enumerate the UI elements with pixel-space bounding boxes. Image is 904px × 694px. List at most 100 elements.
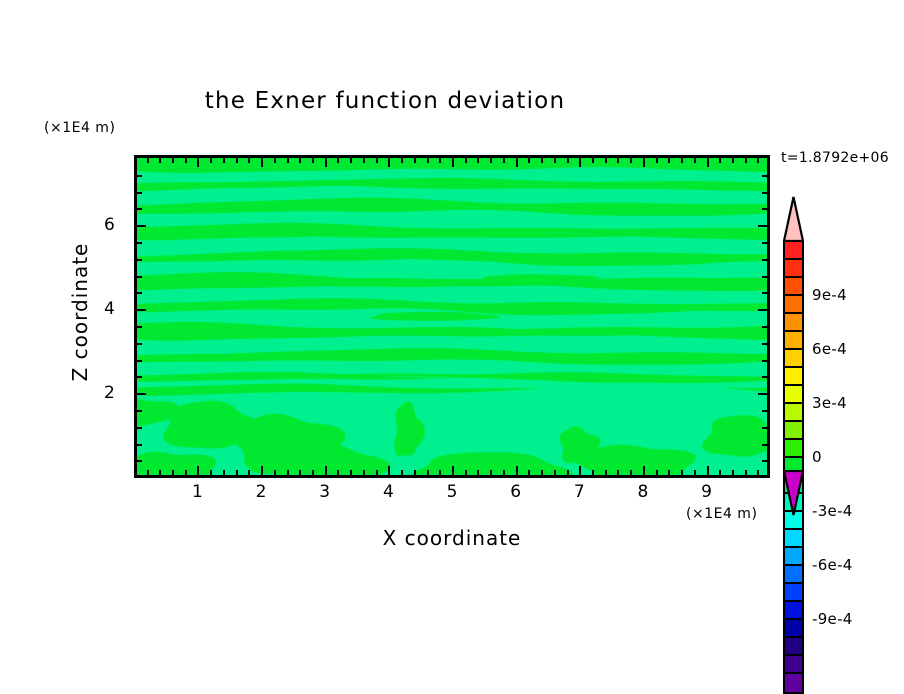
axis-tick [762, 208, 767, 211]
axis-tick [762, 443, 767, 446]
axis-tick [762, 258, 767, 261]
axis-tick [401, 158, 404, 163]
axis-tick [502, 470, 505, 475]
axis-tick [732, 158, 734, 163]
axis-tick [362, 470, 365, 475]
x-tick-label: 1 [192, 482, 203, 502]
axis-tick [137, 342, 142, 345]
axis-tick [137, 460, 142, 463]
x-tick-label: 3 [319, 482, 331, 502]
y-axis-unit-label: (×1E4 m) [44, 120, 116, 136]
axis-tick [248, 470, 251, 475]
axis-tick [762, 426, 767, 429]
axis-tick [515, 466, 518, 475]
axis-tick [324, 158, 327, 167]
axis-tick [261, 466, 264, 475]
axis-tick [137, 409, 142, 412]
axis-tick [762, 409, 767, 412]
axis-tick [758, 393, 767, 396]
colorbar-tick-label: -6e-4 [812, 556, 853, 574]
axis-tick [762, 376, 767, 379]
y-tick-label: 6 [104, 215, 115, 236]
axis-tick [235, 158, 238, 163]
axis-tick [452, 158, 454, 167]
axis-tick [137, 174, 142, 177]
axis-tick [604, 158, 607, 163]
axis-tick [762, 359, 767, 362]
colorbar-band [785, 314, 802, 332]
contour-plot-area [134, 155, 770, 478]
axis-tick [490, 470, 493, 475]
axis-tick [137, 208, 142, 211]
colorbar-band [785, 620, 802, 638]
axis-tick [137, 443, 142, 446]
axis-tick [137, 241, 142, 244]
x-tick-label: 5 [446, 482, 458, 502]
axis-tick [439, 158, 442, 163]
axis-tick [744, 470, 747, 475]
axis-tick [541, 470, 544, 475]
axis-tick [350, 470, 353, 475]
axis-tick [299, 158, 302, 163]
colorbar-band [785, 584, 802, 602]
axis-tick [248, 158, 251, 163]
axis-tick [137, 376, 142, 379]
axis-tick [757, 158, 760, 163]
colorbar-band [785, 368, 802, 386]
axis-tick [452, 466, 454, 475]
axis-tick [757, 470, 760, 475]
axis-tick [159, 158, 162, 163]
y-tick-label: 4 [104, 299, 115, 320]
axis-tick [159, 470, 162, 475]
axis-tick [477, 158, 480, 163]
colorbar-band [785, 674, 802, 692]
axis-tick [579, 158, 582, 167]
axis-tick [172, 470, 174, 475]
x-axis-title: X coordinate [382, 526, 522, 550]
x-tick-label: 9 [701, 482, 712, 502]
colorbar-tick-label: -9e-4 [812, 610, 853, 628]
axis-tick [172, 158, 174, 163]
colorbar-band [785, 278, 802, 296]
colorbar-band [785, 638, 802, 656]
colorbar-bands [783, 240, 804, 694]
axis-tick [197, 158, 200, 167]
axis-tick [401, 470, 404, 475]
axis-tick [566, 470, 569, 475]
axis-tick [146, 158, 149, 163]
axis-tick [137, 258, 142, 261]
axis-tick [762, 325, 767, 328]
axis-tick [617, 470, 620, 475]
axis-tick [137, 191, 142, 194]
axis-tick [146, 470, 149, 475]
colorbar-band [785, 296, 802, 314]
colorbar-tick-label: 3e-4 [812, 394, 847, 412]
colorbar-band [785, 404, 802, 422]
axis-tick [137, 359, 142, 362]
axis-tick [286, 470, 289, 475]
axis-tick [528, 470, 531, 475]
axis-tick [630, 470, 633, 475]
axis-tick [642, 158, 645, 167]
axis-tick [312, 470, 314, 475]
contour-field [137, 158, 767, 475]
axis-tick [388, 466, 391, 475]
axis-tick [137, 393, 146, 396]
x-tick-label: 4 [382, 482, 394, 502]
colorbar-band [785, 566, 802, 584]
colorbar-tick-label: 9e-4 [812, 286, 847, 304]
axis-tick [464, 470, 467, 475]
axis-tick [273, 470, 276, 475]
colorbar-tick-label: 0 [812, 448, 822, 466]
axis-tick [681, 158, 684, 163]
axis-tick [655, 470, 658, 475]
axis-tick [502, 158, 505, 163]
axis-tick [413, 470, 416, 475]
axis-tick [762, 460, 767, 463]
axis-tick [655, 158, 658, 163]
axis-tick [719, 470, 722, 475]
axis-tick [668, 158, 671, 163]
axis-tick [337, 158, 340, 163]
axis-tick [732, 470, 734, 475]
axis-tick [426, 158, 429, 163]
